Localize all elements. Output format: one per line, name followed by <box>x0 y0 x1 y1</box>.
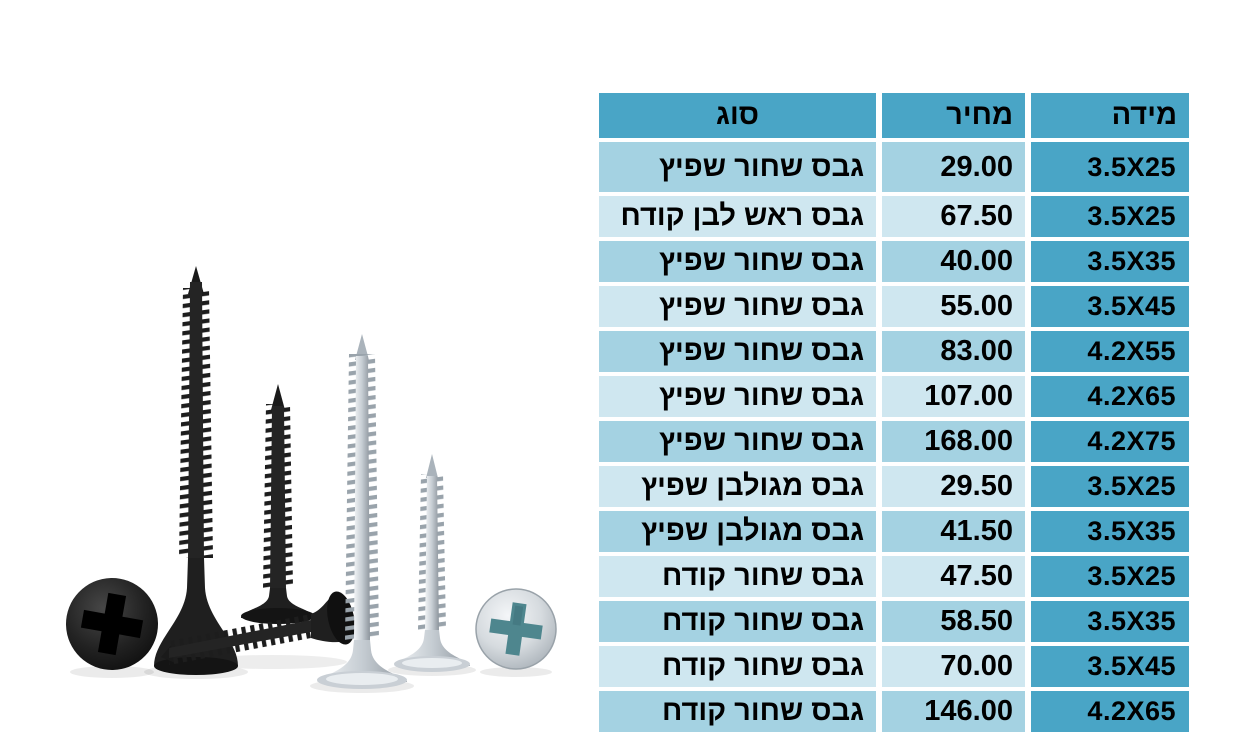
price-cell: 146.00 <box>882 691 1025 732</box>
size-cell: 3.5X25 <box>1031 196 1189 237</box>
type-cell: גבס שחור קודח <box>599 646 876 687</box>
screws-photo <box>57 258 557 703</box>
table-row: גבס שחור שפיץ 107.00 4.2X65 <box>599 376 1189 417</box>
black-screw-short <box>241 384 315 624</box>
table-row: גבס ראש לבן קודח 67.50 3.5X25 <box>599 196 1189 237</box>
black-screw-tall <box>154 266 238 675</box>
type-cell: גבס שחור שפיץ <box>599 331 876 372</box>
price-cell: 47.50 <box>882 556 1025 597</box>
type-cell: גבס מגולבן שפיץ <box>599 511 876 552</box>
table-header-row: סוג מחיר מידה <box>599 93 1189 138</box>
screws-illustration <box>66 266 557 693</box>
black-screw-head <box>66 578 158 670</box>
table-row: גבס שחור שפיץ 55.00 3.5X45 <box>599 286 1189 327</box>
size-cell: 4.2X55 <box>1031 331 1189 372</box>
silver-screw-head <box>475 588 557 670</box>
price-table: סוג מחיר מידה גבס שחור שפיץ 29.00 3.5X25… <box>599 93 1189 732</box>
table-row: גבס שחור שפיץ 83.00 4.2X55 <box>599 331 1189 372</box>
size-cell: 3.5X25 <box>1031 556 1189 597</box>
price-cell: 67.50 <box>882 196 1025 237</box>
table-row: גבס שחור קודח 58.50 3.5X35 <box>599 601 1189 642</box>
price-header: מחיר <box>882 93 1025 138</box>
table-row: גבס שחור שפיץ 40.00 3.5X35 <box>599 241 1189 282</box>
size-cell: 3.5X25 <box>1031 142 1189 192</box>
size-cell: 3.5X45 <box>1031 646 1189 687</box>
table-row: גבס שחור קודח 70.00 3.5X45 <box>599 646 1189 687</box>
type-cell: גבס שחור שפיץ <box>599 142 876 192</box>
size-cell: 3.5X25 <box>1031 466 1189 507</box>
type-cell: גבס שחור שפיץ <box>599 241 876 282</box>
type-cell: גבס שחור קודח <box>599 691 876 732</box>
type-header: סוג <box>599 93 876 138</box>
silver-screw-tall <box>317 334 407 689</box>
price-cell: 58.50 <box>882 601 1025 642</box>
type-cell: גבס שחור קודח <box>599 556 876 597</box>
price-cell: 168.00 <box>882 421 1025 462</box>
size-cell: 4.2X75 <box>1031 421 1189 462</box>
price-cell: 29.00 <box>882 142 1025 192</box>
table-row: גבס שחור שפיץ 29.00 3.5X25 <box>599 142 1189 192</box>
price-cell: 107.00 <box>882 376 1025 417</box>
size-header: מידה <box>1031 93 1189 138</box>
price-cell: 41.50 <box>882 511 1025 552</box>
type-cell: גבס שחור שפיץ <box>599 421 876 462</box>
silver-screw-short <box>394 454 470 672</box>
type-cell: גבס שחור שפיץ <box>599 376 876 417</box>
table-row: גבס שחור קודח 47.50 3.5X25 <box>599 556 1189 597</box>
price-cell: 29.50 <box>882 466 1025 507</box>
size-cell: 3.5X35 <box>1031 511 1189 552</box>
table-row: גבס מגולבן שפיץ 41.50 3.5X35 <box>599 511 1189 552</box>
size-cell: 3.5X35 <box>1031 241 1189 282</box>
table-row: גבס שחור קודח 146.00 4.2X65 <box>599 691 1189 732</box>
size-cell: 3.5X35 <box>1031 601 1189 642</box>
type-cell: גבס ראש לבן קודח <box>599 196 876 237</box>
shadows <box>70 655 552 693</box>
price-cell: 83.00 <box>882 331 1025 372</box>
table-row: גבס שחור שפיץ 168.00 4.2X75 <box>599 421 1189 462</box>
price-cell: 55.00 <box>882 286 1025 327</box>
size-cell: 4.2X65 <box>1031 691 1189 732</box>
price-cell: 70.00 <box>882 646 1025 687</box>
type-cell: גבס מגולבן שפיץ <box>599 466 876 507</box>
size-cell: 3.5X45 <box>1031 286 1189 327</box>
page: סוג מחיר מידה גבס שחור שפיץ 29.00 3.5X25… <box>57 93 1189 732</box>
price-cell: 40.00 <box>882 241 1025 282</box>
size-cell: 4.2X65 <box>1031 376 1189 417</box>
type-cell: גבס שחור שפיץ <box>599 286 876 327</box>
type-cell: גבס שחור קודח <box>599 601 876 642</box>
table-row: גבס מגולבן שפיץ 29.50 3.5X25 <box>599 466 1189 507</box>
